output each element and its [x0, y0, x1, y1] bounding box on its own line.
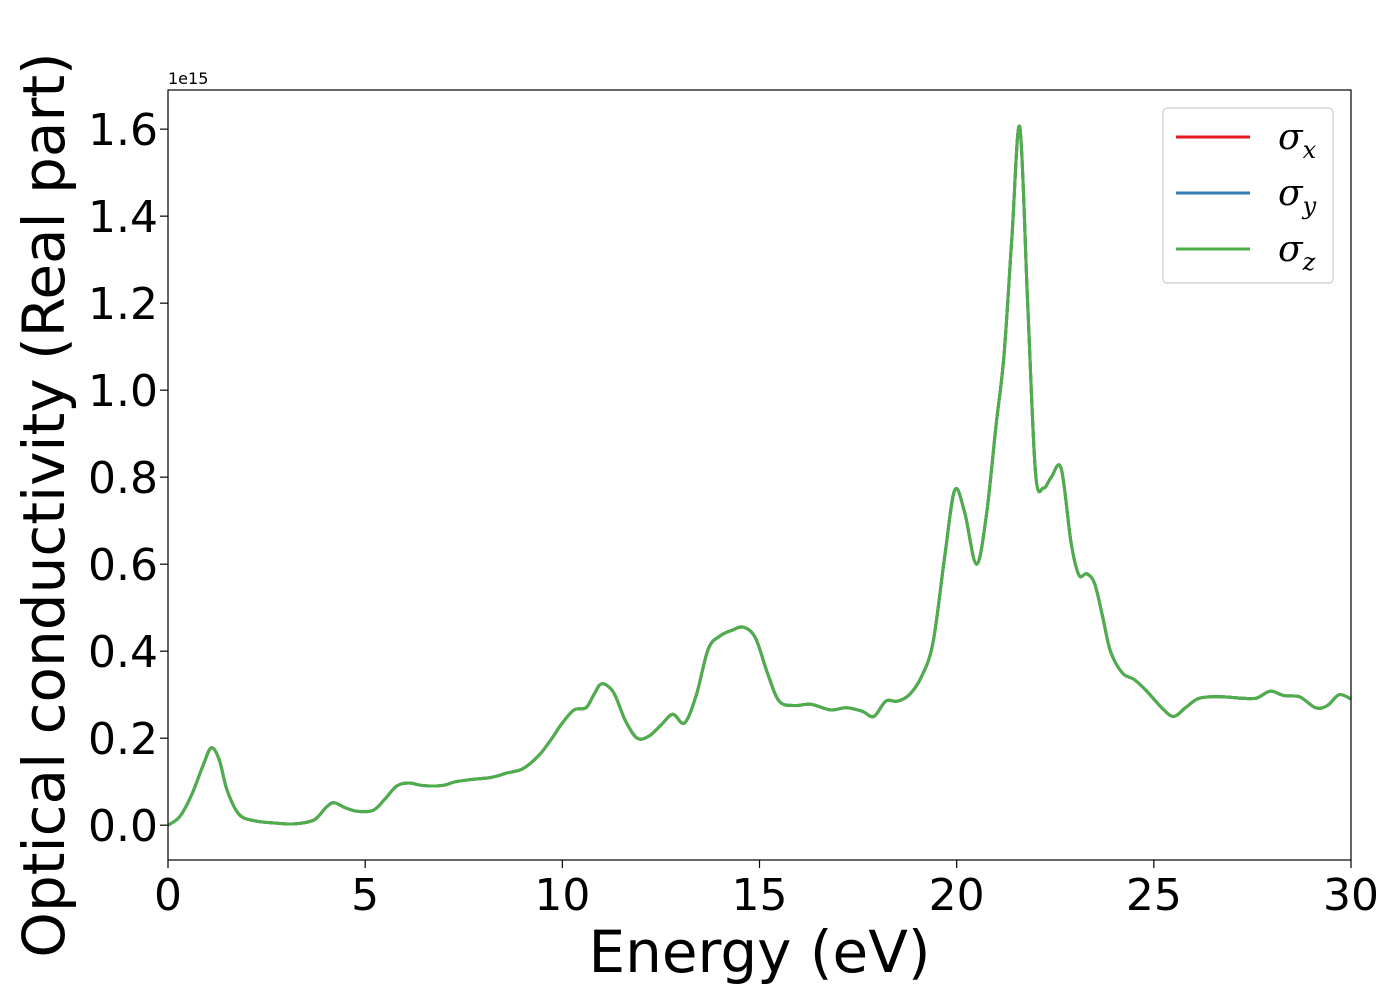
y-tick-label: 1.0	[88, 366, 158, 417]
y-axis-ticks: 0.0 0.2 0.4 0.6 0.8 1.0 1.2 1.4 1.6	[88, 105, 168, 852]
y-tick-label: 1.2	[88, 279, 158, 330]
legend: σx σy σz	[1162, 107, 1334, 284]
x-tick-label: 30	[1323, 870, 1379, 921]
y-axis-label: Optical conductivity (Real part)	[10, 52, 78, 957]
series-layer	[168, 124, 1351, 827]
y-axis-offset-text: 1e15	[168, 69, 208, 88]
x-axis-ticks: 0 5 10 15 20 25 30	[154, 860, 1379, 921]
x-tick-label: 20	[929, 870, 985, 921]
x-tick-label: 25	[1126, 870, 1182, 921]
legend-frame	[1162, 107, 1334, 284]
legend-label-x: σx	[1278, 117, 1317, 164]
y-tick-label: 0.4	[88, 627, 158, 678]
legend-label-y: σy	[1278, 173, 1317, 220]
x-axis-label: Energy (eV)	[588, 918, 930, 986]
x-tick-label: 10	[534, 870, 590, 921]
y-tick-label: 0.8	[88, 453, 158, 504]
y-tick-label: 1.6	[88, 105, 158, 156]
series-line-z	[168, 124, 1351, 827]
y-tick-label: 1.4	[88, 192, 158, 243]
y-tick-label: 0.0	[88, 801, 158, 852]
x-tick-label: 15	[732, 870, 788, 921]
x-tick-label: 0	[154, 870, 182, 921]
legend-label-z: σz	[1278, 229, 1316, 276]
x-tick-label: 5	[351, 870, 379, 921]
y-tick-label: 0.6	[88, 540, 158, 591]
y-tick-label: 0.2	[88, 714, 158, 765]
